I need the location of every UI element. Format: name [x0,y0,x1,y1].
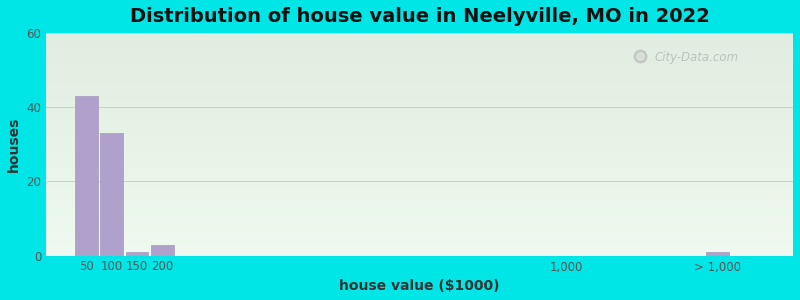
Y-axis label: houses: houses [7,117,21,172]
X-axis label: house value ($1000): house value ($1000) [339,279,500,293]
Bar [101,133,123,256]
Bar [75,96,98,256]
Bar [706,252,729,256]
Bar [126,252,149,256]
Text: City-Data.com: City-Data.com [655,51,739,64]
Bar [151,244,174,256]
Title: Distribution of house value in Neelyville, MO in 2022: Distribution of house value in Neelyvill… [130,7,710,26]
